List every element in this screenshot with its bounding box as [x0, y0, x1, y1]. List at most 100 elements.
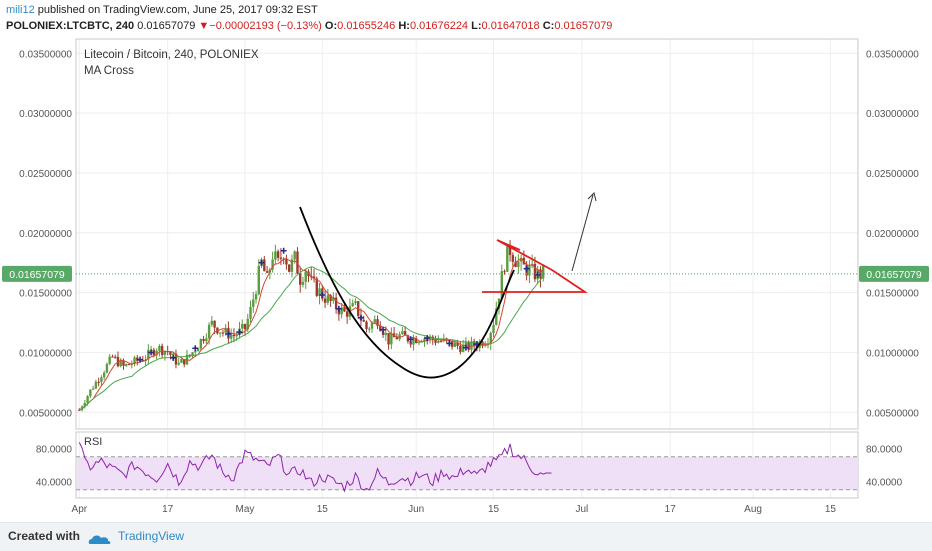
candle-body — [207, 324, 211, 339]
candle-body — [91, 388, 95, 390]
ma-cross-marker — [319, 292, 326, 299]
candle-body — [395, 337, 399, 340]
x-tick-label: Apr — [72, 504, 88, 515]
candle-body — [326, 295, 330, 303]
candle-body — [299, 273, 302, 285]
candle-body — [528, 265, 531, 276]
ohlc-bar: POLONIEX:LTCBTC, 240 0.01657079 ▼−0.0000… — [6, 20, 612, 32]
candle-body — [257, 265, 260, 295]
candle-body — [381, 330, 385, 335]
ma-cross-marker — [170, 354, 177, 361]
candle-body — [218, 332, 222, 334]
candle-body — [249, 306, 252, 319]
candle-body — [271, 259, 274, 270]
ma-cross-marker — [258, 259, 265, 266]
y-tick-label-left: 0.01500000 — [19, 289, 72, 300]
candle-body — [401, 331, 404, 335]
price-tag-right — [859, 265, 929, 282]
x-tick-label: May — [236, 504, 255, 515]
candle-body — [78, 409, 81, 411]
candle-body — [379, 325, 382, 331]
ma-cross-marker — [446, 340, 453, 347]
candle-body — [453, 342, 457, 347]
candle-body — [174, 353, 178, 365]
candle-body — [141, 360, 145, 362]
last-price: 0.01657079 — [137, 20, 196, 32]
price-change: ▼−0.00002193 (−0.13%) — [198, 20, 322, 32]
candle-body — [414, 338, 418, 344]
candle-body — [243, 324, 247, 330]
rsi-band — [77, 456, 857, 490]
candle-body — [437, 340, 440, 343]
candle-body — [276, 251, 280, 258]
tradingview-cloud-icon — [88, 532, 112, 550]
candle-body — [343, 307, 346, 312]
low-value: 0.01647018 — [481, 20, 540, 32]
candle-body — [191, 352, 194, 357]
candle-body — [265, 271, 269, 273]
candle-body — [171, 353, 175, 355]
candle-body — [147, 349, 150, 360]
author-link[interactable]: mili12 — [6, 4, 35, 16]
rsi-pane-border — [75, 431, 859, 499]
candle-body — [125, 364, 128, 366]
ma-cross-marker — [462, 344, 469, 351]
ma-cross-marker — [236, 329, 243, 336]
candle-body — [511, 255, 515, 262]
price-pane-border — [75, 38, 859, 430]
candle-body — [315, 278, 318, 296]
candle-body — [365, 321, 368, 329]
candle-body — [489, 332, 492, 345]
rsi-tick-label-right: 40.0000 — [866, 478, 903, 489]
candle-body — [384, 332, 388, 335]
candle-body — [373, 319, 376, 323]
candle-body — [122, 360, 125, 366]
triangle-pattern — [482, 239, 588, 293]
chart-title: Litecoin / Bitcoin, 240, POLONIEX — [84, 49, 259, 61]
candle-body — [180, 359, 183, 363]
candle-body — [116, 356, 120, 367]
candle-body — [102, 372, 106, 378]
candle-body — [246, 318, 249, 330]
y-tick-label-right: 0.02500000 — [866, 169, 919, 180]
candle-body — [105, 363, 109, 373]
candle-body — [503, 271, 506, 273]
publish-info: mili12 published on TradingView.com, Jun… — [6, 4, 318, 16]
candle-body — [412, 338, 415, 345]
open-value: 0.01655246 — [337, 20, 396, 32]
ma-cross-marker — [225, 330, 232, 337]
candle-body — [370, 322, 374, 329]
candle-body — [127, 364, 131, 366]
ma-cross-marker — [523, 265, 530, 272]
rsi-tick-label-left: 80.0000 — [36, 445, 73, 456]
tradingview-logo-text[interactable]: TradingView — [118, 529, 185, 543]
candle-body — [196, 348, 200, 352]
candle-body — [368, 328, 371, 330]
ma-cross-marker — [357, 314, 364, 321]
candle-body — [183, 359, 186, 365]
price-chart[interactable]: 0.03500000 0.03500000 0.03000000 0.03000000… — [0, 0, 932, 522]
candle-body — [362, 319, 365, 322]
x-tick-label: Jul — [575, 504, 588, 515]
symbol-label: POLONIEX:LTCBTC, 240 — [6, 20, 135, 32]
candle-body — [517, 261, 520, 267]
x-tick-label: 17 — [665, 504, 677, 515]
price-tag-left-text: 0.01657079 — [9, 269, 65, 281]
candle-body — [108, 356, 111, 364]
ma-cross-marker — [380, 326, 387, 333]
low-label: L: — [471, 20, 482, 32]
candle-body — [495, 308, 498, 325]
candle-body — [406, 335, 410, 342]
price-tag-left — [2, 265, 72, 282]
y-tick-label-right: 0.01500000 — [866, 289, 919, 300]
created-with-text: Created with — [8, 529, 81, 543]
candle-body — [97, 381, 100, 383]
candle-body — [500, 271, 503, 299]
candle-body — [274, 251, 277, 260]
candle-body — [290, 259, 294, 272]
open-label: O: — [324, 20, 338, 32]
candle-body — [254, 294, 258, 300]
candle-body — [232, 334, 236, 337]
y-tick-label-right: 0.02000000 — [866, 229, 919, 240]
footer: Created with TradingView — [0, 522, 932, 551]
